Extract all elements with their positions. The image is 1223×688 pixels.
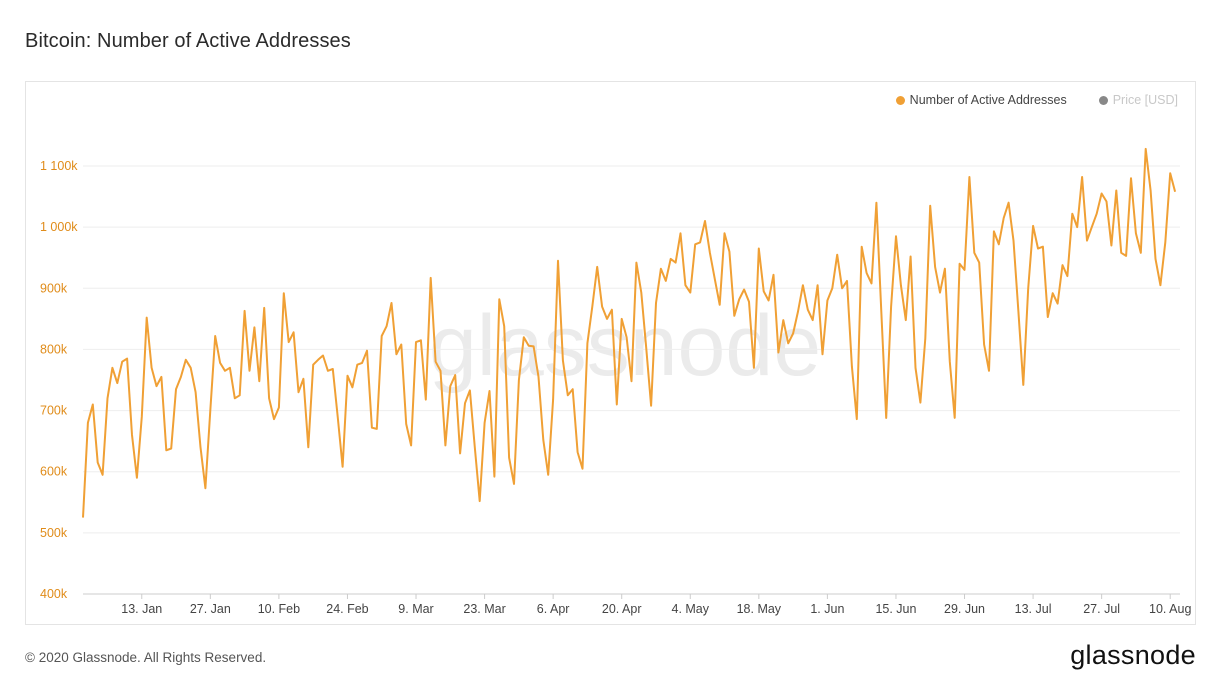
x-tick-label: 18. May [737, 602, 782, 616]
x-tick-label: 23. Mar [463, 602, 505, 616]
y-tick-label: 500k [40, 526, 68, 540]
x-tick-label: 1. Jun [810, 602, 844, 616]
x-tick-label: 15. Jun [875, 602, 916, 616]
series-line-active-addresses[interactable] [82, 147, 1177, 518]
x-tick-label: 27. Jul [1083, 602, 1120, 616]
legend-dot-price [1098, 95, 1108, 105]
y-tick-label: 900k [40, 281, 68, 295]
legend-item-price[interactable]: Price [USD] [1098, 93, 1178, 107]
legend-label-active-addresses: Number of Active Addresses [909, 93, 1067, 107]
legend-label-price: Price [USD] [1112, 93, 1178, 107]
y-tick-label: 1 000k [40, 220, 78, 234]
x-tick-label: 4. May [672, 602, 710, 616]
legend: Number of Active Addresses Price [USD] [895, 93, 1178, 107]
x-tick-label: 10. Feb [258, 602, 300, 616]
x-tick-label: 29. Jun [944, 602, 985, 616]
watermark: glassnode [429, 298, 821, 394]
y-tick-label: 400k [40, 587, 68, 601]
x-tick-label: 24. Feb [326, 602, 368, 616]
y-tick-label: 1 100k [40, 159, 78, 173]
series-layer [82, 147, 1177, 518]
legend-item-active-addresses[interactable]: Number of Active Addresses [895, 93, 1067, 107]
page-title: Bitcoin: Number of Active Addresses [25, 30, 351, 52]
y-tick-label: 600k [40, 465, 68, 479]
y-tick-label: 700k [40, 404, 68, 418]
x-tick-label: 10. Aug [1149, 602, 1191, 616]
legend-dot-active-addresses [895, 95, 905, 105]
x-tick-label: 27. Jan [190, 602, 231, 616]
x-tick-label: 13. Jul [1015, 602, 1052, 616]
x-tick-label: 6. Apr [537, 602, 570, 616]
chart-frame [25, 81, 1196, 625]
footer-copyright: © 2020 Glassnode. All Rights Reserved. [25, 650, 267, 665]
y-axis: 400k 500k 600k 700k 800k 900k 1 000k 1 100k [40, 159, 78, 601]
x-axis: 13. Jan 27. Jan 10. Feb 24. Feb 9. Mar 23. Ma… [83, 593, 1191, 616]
x-tick-label: 20. Apr [602, 602, 642, 616]
x-tick-label: 9. Mar [398, 602, 433, 616]
x-tick-label: 13. Jan [121, 602, 162, 616]
y-tick-label: 800k [40, 342, 68, 356]
glassnode-logo[interactable]: glassnode [1070, 640, 1196, 670]
